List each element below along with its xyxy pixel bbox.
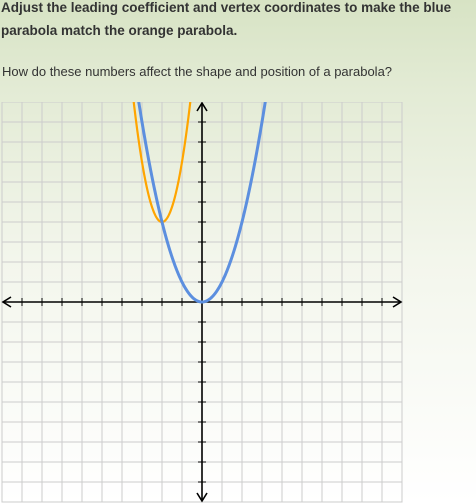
question-text: How do these numbers affect the shape an…	[2, 64, 393, 79]
parabolas[interactable]	[130, 102, 272, 304]
x-axis-left-arrow	[1, 296, 12, 308]
instructions-heading: Adjust the leading coefficient and verte…	[1, 0, 452, 38]
graph-area[interactable]	[0, 102, 404, 504]
y-axis-bottom-arrow	[196, 492, 208, 503]
coordinate-plane[interactable]	[0, 102, 404, 504]
y-axis-top-arrow	[196, 102, 208, 112]
blue-parabola[interactable]	[133, 102, 271, 304]
x-axis-right-arrow	[392, 296, 403, 308]
